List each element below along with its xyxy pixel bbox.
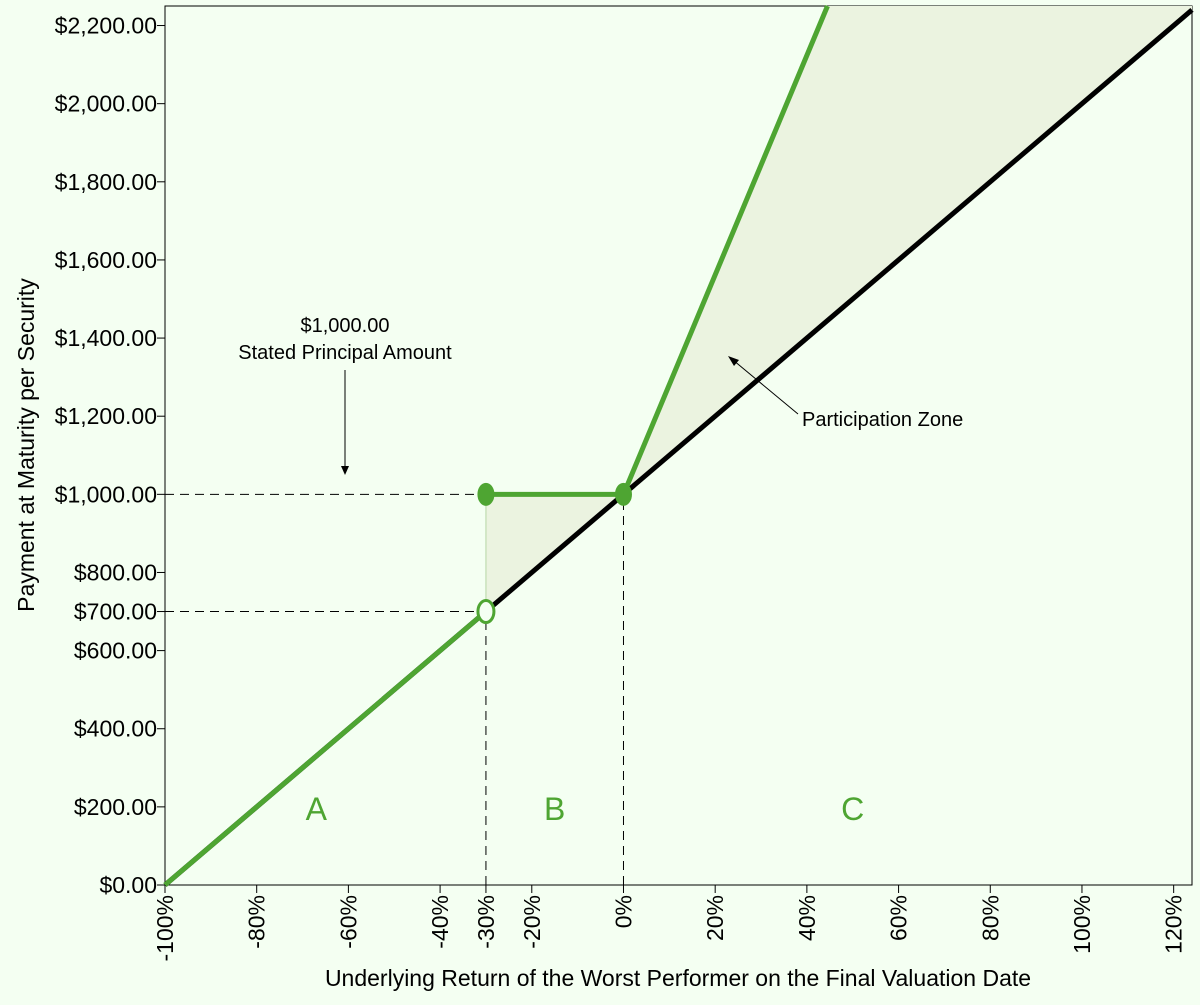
y-tick-label: $200.00 [74,794,157,820]
y-tick-label: $0.00 [99,872,157,898]
x-tick-label: 20% [702,895,728,941]
y-tick-label: $800.00 [74,559,157,585]
x-tick-label: 40% [794,895,820,941]
region-label-c: C [841,791,864,827]
x-tick-label: 60% [886,895,912,941]
y-tick-label: $1,400.00 [55,325,157,351]
x-tick-label: 0% [610,895,636,928]
region-label-b: B [544,791,565,827]
y-tick-label: $1,000.00 [55,481,157,507]
x-tick-label: -60% [335,895,361,949]
participation-zone-label: Participation Zone [802,409,963,431]
y-tick-label: $700.00 [74,599,157,625]
x-tick-label: 80% [977,895,1003,941]
y-tick-label: $2,000.00 [55,91,157,117]
filled-point-marker [615,483,631,505]
x-tick-label: 120% [1161,895,1187,954]
y-tick-label: $1,200.00 [55,403,157,429]
x-tick-label: -80% [244,895,270,949]
filled-point-marker [478,483,494,505]
region-label-a: A [306,791,328,827]
x-tick-label: -40% [427,895,453,949]
open-point-marker [478,601,494,623]
y-tick-label: $2,200.00 [55,13,157,39]
principal-description-label: Stated Principal Amount [238,342,452,364]
x-tick-label: -30% [473,895,499,949]
x-tick-label: -20% [519,895,545,949]
principal-amount-label: $1,000.00 [301,315,390,337]
y-tick-label: $1,800.00 [55,169,157,195]
y-tick-label: $400.00 [74,716,157,742]
x-axis-label: Underlying Return of the Worst Performer… [325,965,1031,991]
y-tick-label: $1,600.00 [55,247,157,273]
x-tick-label: 100% [1069,895,1095,954]
y-axis-label: Payment at Maturity per Security [13,278,39,612]
y-tick-label: $600.00 [74,638,157,664]
x-tick-label: -100% [152,895,178,961]
